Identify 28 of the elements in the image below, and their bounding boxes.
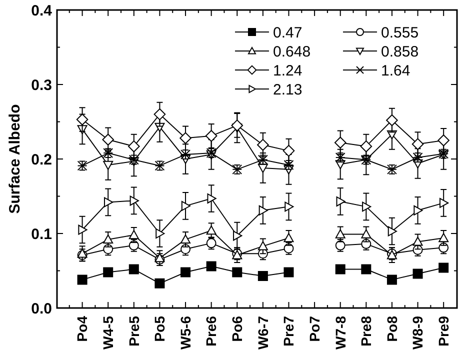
y-tick-label: 0.0 <box>31 300 52 318</box>
x-tick-label: W7-8 <box>332 316 348 350</box>
x-tick-label: Pre9 <box>435 316 452 346</box>
legend-label: 1.24 <box>273 62 302 80</box>
legend-label: 0.858 <box>381 43 419 60</box>
x-tick-label: Po4 <box>74 316 90 342</box>
y-tick-label: 0.3 <box>31 76 52 94</box>
x-tick-label: Po8 <box>384 316 400 342</box>
legend-label: 1.64 <box>381 62 410 80</box>
y-tick-label: 0.2 <box>31 151 52 168</box>
legend-label: 0.555 <box>381 24 419 42</box>
y-axis-title: Surface Albedo <box>6 104 24 214</box>
x-tick-label: Pre8 <box>358 316 374 346</box>
x-tick-label: W8-9 <box>410 316 426 350</box>
x-tick-label: Pre6 <box>203 316 220 346</box>
x-tick-label: Po6 <box>229 316 246 342</box>
y-tick-label: 0.1 <box>31 226 52 243</box>
x-tick-label: Pre5 <box>126 316 142 346</box>
x-tick-label: W4-5 <box>100 316 116 350</box>
x-tick-label: Po7 <box>306 316 322 342</box>
x-tick-label: Po5 <box>152 316 168 342</box>
x-tick-label: Pre7 <box>280 316 297 346</box>
x-tick-label: W5-6 <box>177 316 194 350</box>
legend-label: 2.13 <box>273 81 302 98</box>
y-tick-label: 0.4 <box>31 2 53 20</box>
x-tick-label: W6-7 <box>254 316 271 350</box>
legend-label: 0.47 <box>273 24 302 42</box>
legend-label: 0.648 <box>273 43 311 60</box>
